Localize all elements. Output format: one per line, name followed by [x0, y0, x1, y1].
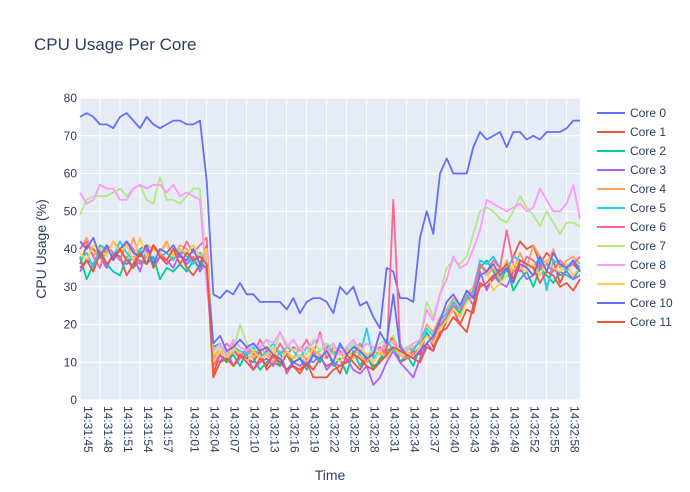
legend-label: Core 9 — [630, 277, 666, 291]
x-tick-label: 14:32:49 — [508, 406, 522, 453]
y-tick-label: 30 — [64, 280, 78, 294]
x-axis-label: Time — [315, 467, 346, 483]
y-tick-label: 40 — [64, 242, 78, 256]
series-line-core-5 — [79, 240, 581, 360]
legend-label: Core 4 — [630, 182, 666, 196]
legend-label: Core 8 — [630, 258, 666, 272]
legend-label: Core 10 — [630, 296, 673, 310]
x-tick-label: 14:32:19 — [308, 406, 322, 453]
chart-title: CPU Usage Per Core — [34, 35, 197, 54]
legend-item-core-11[interactable]: Core 11 — [597, 315, 672, 329]
legend-label: Core 3 — [630, 163, 666, 177]
x-tick-label: 14:32:13 — [268, 406, 282, 453]
x-tick-label: 14:32:58 — [568, 406, 582, 453]
y-tick-label: 10 — [64, 355, 78, 369]
y-tick-label: 20 — [64, 318, 78, 332]
x-tick-label: 14:32:37 — [428, 406, 442, 453]
x-tick-label: 14:31:48 — [101, 406, 115, 453]
y-tick-label: 60 — [64, 167, 78, 181]
legend-label: Core 7 — [630, 239, 666, 253]
x-tick-label: 14:31:51 — [121, 406, 135, 453]
legend-label: Core 11 — [630, 315, 672, 329]
x-tick-labels: 14:31:45 14:31:48 14:31:51 14:31:54 14:31:57… — [81, 406, 582, 453]
legend-label: Core 5 — [630, 201, 666, 215]
x-tick-label: 14:32:34 — [408, 406, 422, 453]
x-tick-label: 14:32:04 — [208, 406, 222, 453]
x-tick-label: 14:32:55 — [548, 406, 562, 453]
series-line-core-11 — [79, 244, 581, 379]
y-tick-label: 50 — [64, 204, 78, 218]
y-tick-label: 80 — [64, 91, 78, 105]
y-tick-label: 0 — [70, 393, 77, 407]
x-tick-label: 14:32:40 — [448, 406, 462, 453]
legend-item-core-2[interactable]: Core 2 — [597, 144, 666, 158]
y-tick-label: 70 — [64, 129, 78, 143]
legend-item-core-7[interactable]: Core 7 — [597, 239, 666, 253]
series-lines — [79, 112, 581, 386]
series-line-core-10 — [79, 236, 581, 371]
legend-item-core-5[interactable]: Core 5 — [597, 201, 666, 215]
series-line-core-8 — [79, 183, 581, 356]
legend[interactable]: Core 0 Core 1 Core 2 Core 3 Core 4 Core 5 Core… — [597, 106, 673, 329]
x-tick-label: 14:32:46 — [488, 406, 502, 453]
series-line-core-0 — [79, 112, 580, 330]
x-tick-label: 14:31:54 — [141, 406, 155, 453]
legend-label: Core 2 — [630, 144, 666, 158]
legend-label: Core 1 — [630, 125, 666, 139]
x-tick-label: 14:32:10 — [248, 406, 262, 453]
y-tick-labels: 0 10 20 30 40 50 60 70 80 — [64, 91, 78, 407]
x-tick-label: 14:31:45 — [81, 406, 95, 453]
legend-item-core-6[interactable]: Core 6 — [597, 220, 666, 234]
legend-item-core-8[interactable]: Core 8 — [597, 258, 666, 272]
x-tick-label: 14:32:25 — [348, 406, 362, 453]
x-tick-label: 14:32:01 — [188, 406, 202, 453]
x-tick-label: 14:32:43 — [468, 406, 482, 453]
x-tick-label: 14:31:57 — [161, 406, 175, 453]
legend-label: Core 6 — [630, 220, 666, 234]
legend-item-core-0[interactable]: Core 0 — [597, 106, 666, 120]
legend-label: Core 0 — [630, 106, 666, 120]
legend-item-core-4[interactable]: Core 4 — [597, 182, 666, 196]
x-tick-label: 14:32:52 — [528, 406, 542, 453]
legend-item-core-10[interactable]: Core 10 — [597, 296, 673, 310]
legend-item-core-1[interactable]: Core 1 — [597, 125, 666, 139]
series-line-core-9 — [79, 236, 581, 364]
x-tick-label: 14:32:28 — [368, 406, 382, 453]
legend-item-core-3[interactable]: Core 3 — [597, 163, 666, 177]
x-tick-label: 14:32:16 — [288, 406, 302, 453]
y-axis-label: CPU Usage (%) — [33, 199, 49, 299]
legend-item-core-9[interactable]: Core 9 — [597, 277, 666, 291]
x-tick-label: 14:32:07 — [228, 406, 242, 453]
x-tick-label: 14:32:22 — [328, 406, 342, 453]
x-tick-label: 14:32:31 — [388, 406, 402, 453]
